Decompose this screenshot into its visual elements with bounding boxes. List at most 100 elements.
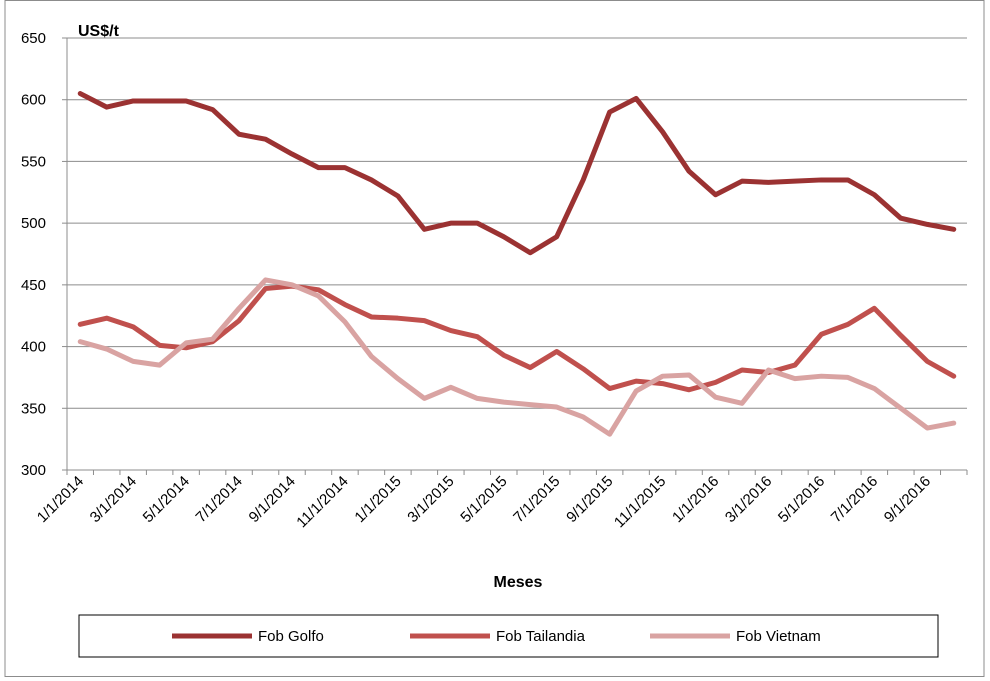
data-point	[714, 395, 718, 399]
data-point	[555, 350, 559, 354]
data-point	[872, 306, 876, 310]
data-point	[766, 180, 770, 184]
data-point	[766, 368, 770, 372]
data-point	[899, 333, 903, 337]
data-point	[793, 179, 797, 183]
data-point	[740, 179, 744, 183]
data-point	[290, 283, 294, 287]
data-point	[290, 152, 294, 156]
data-point	[740, 401, 744, 405]
legend-label-2: Fob Tailandia	[496, 628, 586, 645]
data-point	[396, 377, 400, 381]
data-point	[396, 194, 400, 198]
data-point	[105, 316, 109, 320]
data-point	[78, 322, 82, 326]
y-axis-title: US$/t	[78, 23, 120, 40]
data-point	[687, 169, 691, 173]
data-point	[899, 216, 903, 220]
data-point	[528, 366, 532, 370]
data-point	[184, 341, 188, 345]
data-point	[846, 178, 850, 182]
data-point	[846, 322, 850, 326]
data-point	[211, 337, 215, 341]
data-point	[899, 406, 903, 410]
data-point	[502, 235, 506, 239]
data-point	[846, 375, 850, 379]
data-point	[872, 387, 876, 391]
data-point	[105, 105, 109, 109]
data-point	[555, 405, 559, 409]
data-point	[264, 287, 268, 291]
y-tick-label: 500	[21, 215, 46, 232]
series-line-1	[77, 91, 957, 256]
data-point	[422, 319, 426, 323]
x-axis-title: Meses	[494, 574, 543, 591]
data-point	[78, 92, 82, 96]
data-point	[316, 288, 320, 292]
data-point	[714, 193, 718, 197]
data-point	[740, 368, 744, 372]
series-line-3	[77, 277, 957, 437]
data-point	[793, 363, 797, 367]
data-point	[343, 320, 347, 324]
data-point	[872, 193, 876, 197]
data-point	[581, 367, 585, 371]
data-point	[184, 346, 188, 350]
data-point	[396, 316, 400, 320]
data-point	[237, 306, 241, 310]
y-tick-label: 650	[21, 30, 46, 47]
data-point	[158, 99, 162, 103]
data-point	[925, 359, 929, 363]
data-point	[555, 235, 559, 239]
data-point	[316, 294, 320, 298]
data-point	[502, 353, 506, 357]
data-point	[422, 227, 426, 231]
data-point	[343, 303, 347, 307]
legend: Fob Golfo Fob Tailandia Fob Vietnam	[78, 614, 939, 658]
data-point	[264, 278, 268, 282]
y-tick-label: 550	[21, 153, 46, 170]
data-point	[343, 166, 347, 170]
data-point	[952, 227, 956, 231]
data-point	[131, 99, 135, 103]
data-point	[634, 389, 638, 393]
data-point	[714, 380, 718, 384]
data-point	[369, 354, 373, 358]
data-point	[925, 426, 929, 430]
data-point	[819, 178, 823, 182]
data-point	[581, 178, 585, 182]
data-point	[661, 382, 665, 386]
data-point	[105, 347, 109, 351]
data-point	[608, 432, 612, 436]
data-point	[661, 374, 665, 378]
data-point	[422, 396, 426, 400]
data-point	[131, 325, 135, 329]
series-lines	[77, 91, 957, 437]
data-point	[449, 385, 453, 389]
data-point	[925, 222, 929, 226]
legend-label-1: Fob Golfo	[258, 628, 324, 645]
data-point	[793, 377, 797, 381]
y-tick-label: 300	[21, 462, 46, 479]
data-point	[475, 221, 479, 225]
y-tick-label: 600	[21, 92, 46, 109]
data-point	[211, 108, 215, 112]
data-point	[449, 329, 453, 333]
data-point	[449, 221, 453, 225]
data-point	[475, 396, 479, 400]
legend-label-3: Fob Vietnam	[736, 628, 821, 645]
data-point	[237, 132, 241, 136]
data-point	[687, 388, 691, 392]
data-point	[316, 166, 320, 170]
data-point	[502, 400, 506, 404]
data-point	[952, 421, 956, 425]
data-point	[661, 130, 665, 134]
data-point	[634, 379, 638, 383]
data-point	[528, 403, 532, 407]
data-point	[475, 335, 479, 339]
data-point	[608, 110, 612, 114]
data-point	[608, 387, 612, 391]
data-point	[528, 251, 532, 255]
